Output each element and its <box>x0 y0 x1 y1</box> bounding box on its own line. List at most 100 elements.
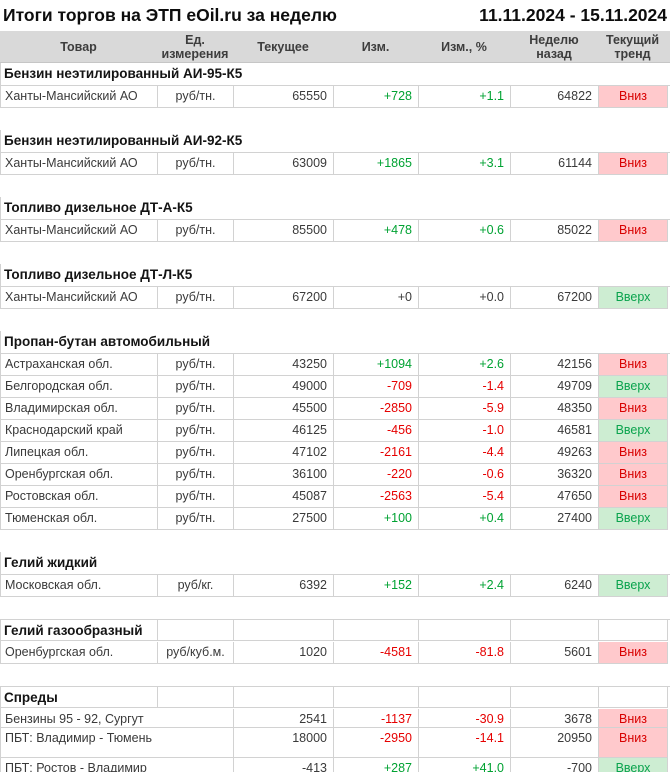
table-row: Владимирская обл. руб/тн. 45500 -2850 -5.9 48… <box>0 398 670 420</box>
empty-cell <box>158 620 234 641</box>
current-price-cell: 65550 <box>234 86 334 108</box>
section-header-row: Бензин неэтилированный АИ-95-К5 <box>0 63 670 86</box>
date-range: 11.11.2024 - 15.11.2024 <box>479 5 667 25</box>
empty-cell <box>419 687 511 708</box>
table-row: Оренбургская обл. руб/тн. 36100 -220 -0.6 363… <box>0 464 670 486</box>
current-price-cell: 49000 <box>234 376 334 398</box>
empty-cell <box>599 620 668 641</box>
trend-cell: Вниз <box>599 153 668 175</box>
change-percent-cell: +1.1 <box>419 86 511 108</box>
unit-cell: руб/тн. <box>158 86 234 108</box>
product-cell: Владимирская обл. <box>1 398 158 420</box>
unit-cell: руб/тн. <box>158 420 234 442</box>
current-price-cell: 47102 <box>234 442 334 464</box>
column-header-6: Текущий тренд <box>605 32 660 61</box>
unit-cell: руб/тн. <box>158 153 234 175</box>
section-title: Бензин неэтилированный АИ-95-К5 <box>4 66 243 81</box>
change-cell: -4581 <box>334 642 419 664</box>
change-cell: +728 <box>334 86 419 108</box>
change-percent-cell: +3.1 <box>419 153 511 175</box>
section-gap <box>0 597 670 619</box>
section-gap <box>0 175 670 197</box>
change-percent-cell: +0.4 <box>419 508 511 530</box>
product-cell: Ханты-Мансийский АО <box>1 153 158 175</box>
section-gap <box>0 309 670 331</box>
section-title: Гелий газообразный <box>1 620 158 641</box>
table-row: Бензины 95 - 92, Сургут 2541 -1137 -30.9 367… <box>0 709 670 728</box>
page-header: Итоги торгов на ЭТП eOil.ru за неделю 11… <box>0 0 670 31</box>
week-ago-cell: 20950 <box>511 728 599 758</box>
table-row: Ханты-Мансийский АО руб/тн. 65550 +728 +1.1 6… <box>0 86 670 108</box>
change-percent-cell: -1.0 <box>419 420 511 442</box>
change-cell: +1094 <box>334 354 419 376</box>
change-percent-cell: +0.0 <box>419 287 511 309</box>
trend-cell: Вверх <box>599 376 668 398</box>
empty-cell <box>511 687 599 708</box>
change-cell: -709 <box>334 376 419 398</box>
section-header-row: Гелий жидкий <box>0 552 670 575</box>
empty-cell <box>599 687 668 708</box>
change-percent-cell: +41.0 <box>419 758 511 772</box>
empty-cell <box>334 687 419 708</box>
section-gap <box>0 242 670 264</box>
week-ago-cell: 5601 <box>511 642 599 664</box>
trend-cell: Вниз <box>599 642 668 664</box>
change-percent-cell: -5.4 <box>419 486 511 508</box>
current-price-cell: 43250 <box>234 354 334 376</box>
table-row: ПБТ: Ростов - Владимир -413 +287 +41.0 -700 В… <box>0 758 670 772</box>
trend-cell: Вверх <box>599 508 668 530</box>
week-ago-cell: 46581 <box>511 420 599 442</box>
change-cell: -2161 <box>334 442 419 464</box>
product-cell: Оренбургская обл. <box>1 464 158 486</box>
week-ago-cell: 67200 <box>511 287 599 309</box>
section-header-row: Топливо дизельное ДТ-Л-К5 <box>0 264 670 287</box>
current-price-cell: 6392 <box>234 575 334 597</box>
section-title: Бензин неэтилированный АИ-92-К5 <box>4 133 243 148</box>
unit-cell: руб/тн. <box>158 486 234 508</box>
trend-cell: Вниз <box>599 464 668 486</box>
empty-cell <box>234 687 334 708</box>
change-percent-cell: -30.9 <box>419 709 511 728</box>
page-title: Итоги торгов на ЭТП eOil.ru за неделю <box>3 5 337 25</box>
table-row: Астраханская обл. руб/тн. 43250 +1094 +2.6 42… <box>0 354 670 376</box>
table-body: Бензин неэтилированный АИ-95-К5 Ханты-Ман… <box>0 63 670 772</box>
section-title: Гелий жидкий <box>4 555 98 570</box>
section-title: Спреды <box>1 687 158 708</box>
week-ago-cell: 48350 <box>511 398 599 420</box>
current-price-cell: 45500 <box>234 398 334 420</box>
current-price-cell: -413 <box>234 758 334 772</box>
product-cell: Бензины 95 - 92, Сургут <box>1 709 234 728</box>
trend-cell: Вниз <box>599 709 668 728</box>
current-price-cell: 27500 <box>234 508 334 530</box>
week-ago-cell: 47650 <box>511 486 599 508</box>
section-header-row: Пропан-бутан автомобильный <box>0 331 670 354</box>
column-header-5: Неделю назад <box>529 32 579 61</box>
product-cell: Краснодарский край <box>1 420 158 442</box>
section-header-row: Топливо дизельное ДТ-А-К5 <box>0 197 670 220</box>
current-price-cell: 18000 <box>234 728 334 758</box>
trend-cell: Вверх <box>599 575 668 597</box>
change-percent-cell: -0.6 <box>419 464 511 486</box>
empty-cell <box>334 620 419 641</box>
change-cell: +152 <box>334 575 419 597</box>
trend-cell: Вверх <box>599 758 668 772</box>
unit-cell: руб/тн. <box>158 508 234 530</box>
product-cell: Московская обл. <box>1 575 158 597</box>
change-percent-cell: +2.6 <box>419 354 511 376</box>
section-title: Топливо дизельное ДТ-Л-К5 <box>4 267 193 282</box>
table-row: Тюменская обл. руб/тн. 27500 +100 +0.4 27400 В… <box>0 508 670 530</box>
product-cell: ПБТ: Ростов - Владимир <box>1 758 234 772</box>
change-percent-cell: +2.4 <box>419 575 511 597</box>
change-percent-cell: -14.1 <box>419 728 511 758</box>
current-price-cell: 46125 <box>234 420 334 442</box>
trend-cell: Вниз <box>599 442 668 464</box>
trend-cell: Вниз <box>599 486 668 508</box>
change-cell: +0 <box>334 287 419 309</box>
current-price-cell: 67200 <box>234 287 334 309</box>
table-row: Краснодарский край руб/тн. 46125 -456 -1.0 46… <box>0 420 670 442</box>
section-header-row: Гелий газообразный <box>0 619 670 642</box>
week-ago-cell: 27400 <box>511 508 599 530</box>
unit-cell: руб/тн. <box>158 354 234 376</box>
week-ago-cell: 49709 <box>511 376 599 398</box>
column-header-4: Изм., % <box>441 39 487 54</box>
